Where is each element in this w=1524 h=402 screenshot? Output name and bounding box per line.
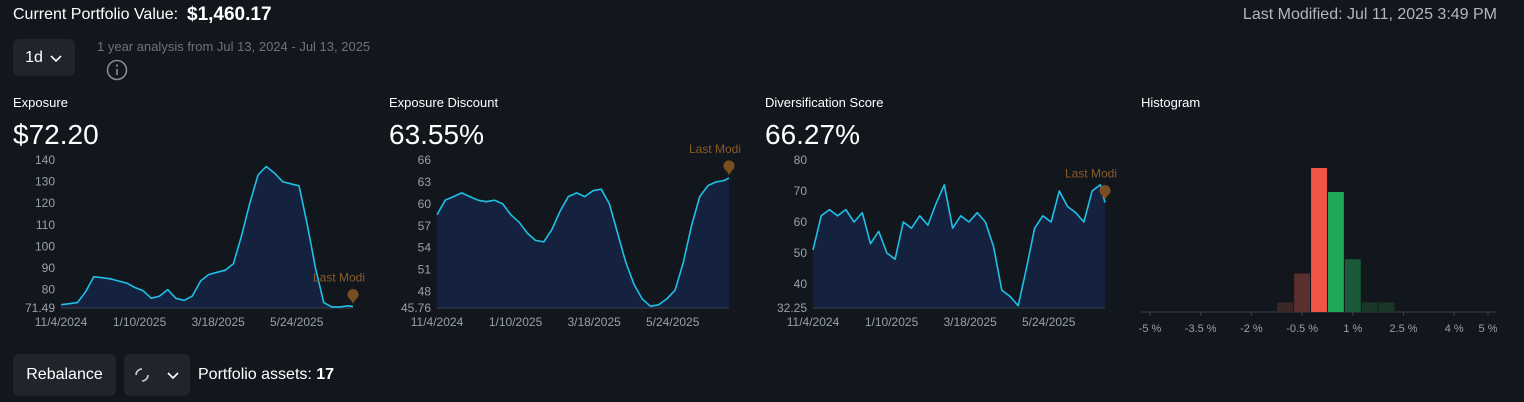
y-tick-label: 120 xyxy=(35,196,55,210)
x-tick-label: 1/10/2025 xyxy=(865,315,919,329)
chart-title: Histogram xyxy=(1141,95,1200,110)
x-tick-label: 3/18/2025 xyxy=(567,315,621,329)
y-tick-label: 70 xyxy=(794,184,808,198)
portfolio-label: Current Portfolio Value: xyxy=(13,6,179,23)
x-tick-label: 5/24/2025 xyxy=(270,315,324,329)
y-tick-label: 80 xyxy=(42,283,56,297)
loading-dropdown[interactable] xyxy=(124,354,190,396)
y-tick-label: 90 xyxy=(42,261,56,275)
y-tick-label: 63 xyxy=(418,175,432,189)
assets-label: Portfolio assets: xyxy=(198,366,312,383)
chart-title: Exposure xyxy=(13,95,68,110)
area xyxy=(437,177,729,308)
y-tick-label: 48 xyxy=(418,285,432,299)
x-tick-label: 4 % xyxy=(1445,323,1464,335)
y-tick-label: 60 xyxy=(794,215,808,229)
period-dropdown[interactable]: 1d xyxy=(13,39,75,76)
rebalance-button[interactable]: Rebalance xyxy=(13,354,116,396)
last-modified: Last Modified: Jul 11, 2025 3:49 PM xyxy=(1242,6,1497,23)
x-tick-label: -0.5 % xyxy=(1286,323,1318,335)
bar xyxy=(1294,273,1311,312)
annotation-pin xyxy=(1099,185,1111,197)
x-tick-label: 5 % xyxy=(1479,323,1498,335)
y-tick-label: 80 xyxy=(794,153,808,167)
metric-value: 66.27% xyxy=(765,119,860,150)
y-tick-label: 45.76 xyxy=(401,301,431,315)
area xyxy=(61,166,353,308)
metric-value: $72.20 xyxy=(13,119,99,150)
x-tick-label: -3.5 % xyxy=(1185,323,1217,335)
bar xyxy=(1311,168,1327,312)
y-tick-label: 50 xyxy=(794,246,808,260)
x-tick-label: 3/18/2025 xyxy=(943,315,997,329)
y-tick-label: 60 xyxy=(418,197,432,211)
x-tick-label: 1/10/2025 xyxy=(489,315,543,329)
bar xyxy=(1277,302,1294,312)
annotation-pin xyxy=(723,160,735,172)
y-tick-label: 66 xyxy=(418,153,432,167)
line xyxy=(60,165,354,308)
chevron-icon xyxy=(50,54,62,62)
y-tick-label: 57 xyxy=(418,219,432,233)
y-tick-label: 32.25 xyxy=(777,301,807,315)
x-tick-label: -2 % xyxy=(1240,323,1263,335)
chevron-icon xyxy=(167,372,179,380)
area xyxy=(813,184,1105,308)
bar xyxy=(1344,259,1361,312)
annotation-pin xyxy=(347,288,359,300)
x-tick-label: 11/4/2024 xyxy=(411,315,464,329)
assets-summary: Portfolio assets: 17 xyxy=(198,366,334,384)
period-value: 1d xyxy=(25,48,43,66)
x-tick-label: 11/4/2024 xyxy=(787,315,840,329)
x-tick-label: 5/24/2025 xyxy=(1022,315,1076,329)
metric-value: 63.55% xyxy=(389,119,484,150)
annotation: Last Modi xyxy=(689,142,741,156)
y-tick-label: 40 xyxy=(794,277,808,291)
x-tick-label: 3/18/2025 xyxy=(191,315,245,329)
chart-title: Diversification Score xyxy=(765,95,884,110)
line xyxy=(812,184,1106,307)
y-tick-label: 110 xyxy=(36,218,55,232)
y-tick-label: 100 xyxy=(35,239,55,253)
annotation: Last Modi xyxy=(313,270,365,284)
line xyxy=(436,177,730,307)
info-icon[interactable] xyxy=(106,59,128,81)
y-tick-label: 140 xyxy=(35,153,55,167)
assets-count: 17 xyxy=(316,366,335,383)
bar xyxy=(1361,302,1378,312)
bar xyxy=(1378,302,1395,312)
x-tick-label: 1/10/2025 xyxy=(113,315,167,329)
x-tick-label: 2.5 % xyxy=(1389,323,1417,335)
portfolio-value: $1,460.17 xyxy=(187,4,272,25)
chart-title: Exposure Discount xyxy=(389,95,498,110)
annotation: Last Modi xyxy=(1065,167,1117,181)
spinner-icon xyxy=(135,368,149,382)
y-tick-label: 54 xyxy=(418,241,432,255)
x-tick-label: -5 % xyxy=(1139,323,1162,335)
x-tick-label: 11/4/2024 xyxy=(35,315,88,329)
y-tick-label: 71.49 xyxy=(25,301,55,315)
x-tick-label: 1 % xyxy=(1343,323,1362,335)
y-tick-label: 51 xyxy=(418,263,432,277)
y-tick-label: 130 xyxy=(35,175,55,189)
x-tick-label: 5/24/2025 xyxy=(646,315,700,329)
analysis-note: 1 year analysis from Jul 13, 2024 - Jul … xyxy=(97,39,371,54)
bar xyxy=(1327,192,1344,312)
